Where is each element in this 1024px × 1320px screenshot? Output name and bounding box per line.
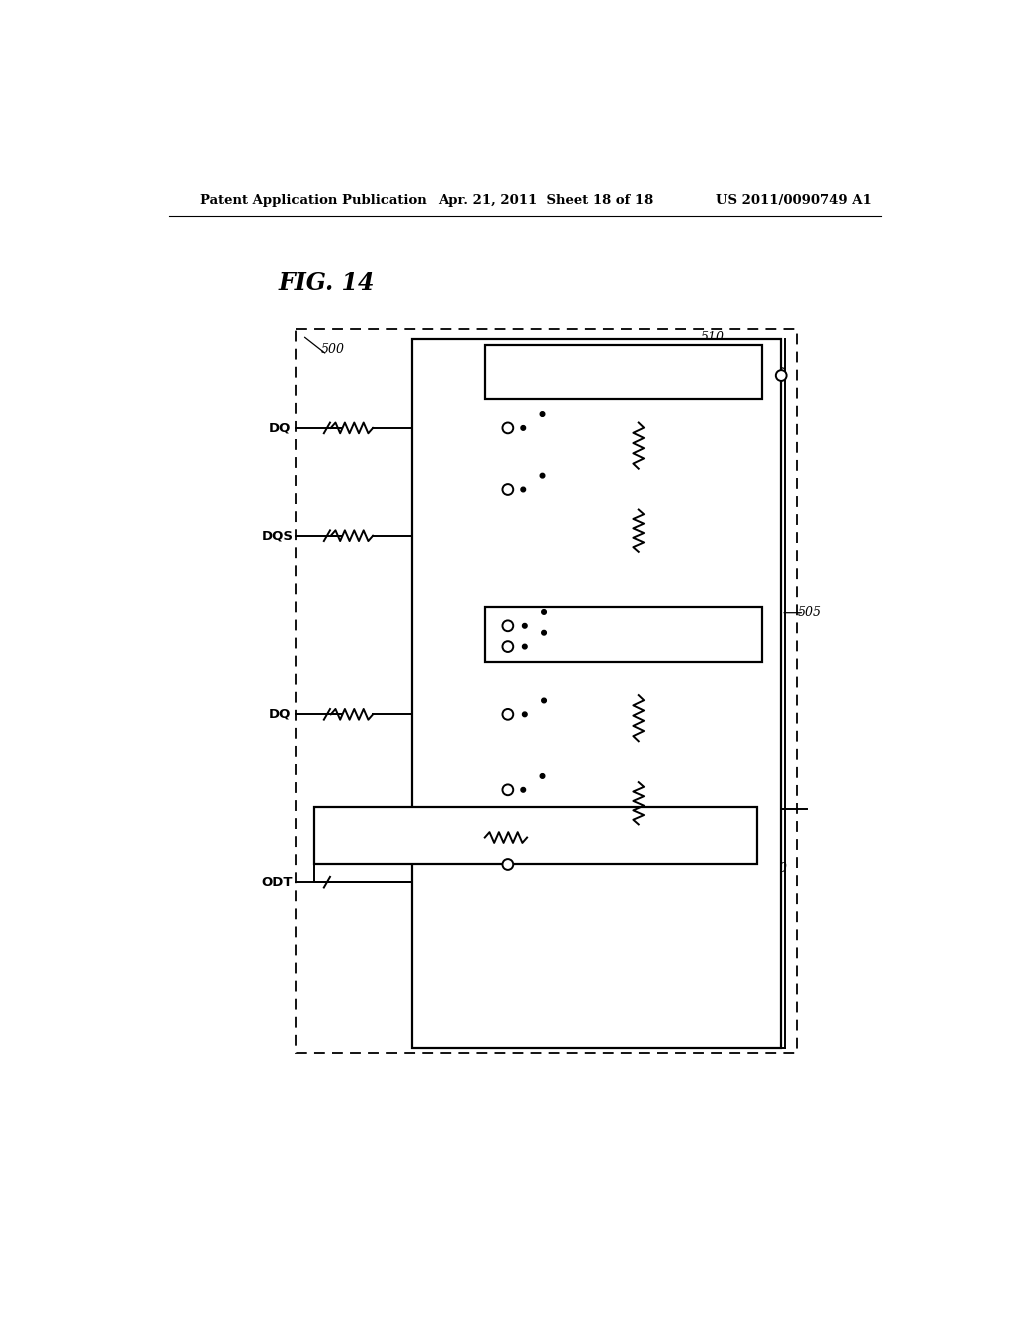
Text: 528: 528 bbox=[474, 718, 499, 731]
Text: 512: 512 bbox=[471, 483, 496, 496]
Bar bbox=[484, 607, 762, 661]
Text: FIG. 14: FIG. 14 bbox=[279, 271, 375, 296]
Text: 558: 558 bbox=[549, 652, 571, 665]
Text: 518: 518 bbox=[473, 404, 497, 417]
Text: 534: 534 bbox=[517, 869, 542, 882]
Circle shape bbox=[521, 788, 525, 792]
Text: DQ: DQ bbox=[269, 708, 292, 721]
Bar bbox=[490, 396, 730, 531]
Text: 520: 520 bbox=[715, 593, 738, 606]
Text: 538: 538 bbox=[517, 772, 542, 785]
Text: DQ: DQ bbox=[269, 421, 292, 434]
Text: 576: 576 bbox=[515, 441, 538, 454]
Circle shape bbox=[542, 610, 547, 614]
Text: 524: 524 bbox=[517, 610, 542, 622]
Circle shape bbox=[542, 631, 547, 635]
Text: ODT: ODT bbox=[261, 875, 293, 888]
Text: 510: 510 bbox=[700, 330, 725, 343]
Circle shape bbox=[776, 370, 786, 381]
Circle shape bbox=[542, 698, 547, 702]
Text: 560: 560 bbox=[539, 842, 561, 855]
Text: 75Ω: 75Ω bbox=[503, 820, 528, 833]
Text: VTT: VTT bbox=[566, 832, 591, 843]
Circle shape bbox=[522, 623, 527, 628]
Text: VTT: VTT bbox=[652, 750, 677, 763]
Circle shape bbox=[522, 711, 527, 717]
Circle shape bbox=[503, 784, 513, 795]
Bar bbox=[490, 668, 730, 803]
Circle shape bbox=[503, 709, 513, 719]
Text: Apr. 21, 2011  Sheet 18 of 18: Apr. 21, 2011 Sheet 18 of 18 bbox=[438, 194, 653, 207]
Circle shape bbox=[541, 774, 545, 779]
Text: 75Ω: 75Ω bbox=[592, 403, 616, 416]
Text: 514: 514 bbox=[756, 354, 780, 367]
Text: 574: 574 bbox=[515, 723, 538, 737]
Text: 526: 526 bbox=[562, 611, 585, 624]
Text: 500: 500 bbox=[321, 343, 344, 356]
Text: VTT: VTT bbox=[652, 478, 677, 491]
Text: 75Ω: 75Ω bbox=[592, 483, 616, 496]
Bar bbox=[484, 345, 762, 399]
Circle shape bbox=[503, 859, 513, 870]
Text: 75Ω: 75Ω bbox=[592, 677, 616, 690]
Text: 554: 554 bbox=[642, 714, 664, 725]
Circle shape bbox=[503, 422, 513, 433]
Circle shape bbox=[521, 487, 525, 492]
Text: 536: 536 bbox=[427, 842, 450, 855]
Bar bbox=[296, 330, 797, 1053]
Text: Patent Application Publication: Patent Application Publication bbox=[200, 194, 427, 207]
Bar bbox=[313, 807, 757, 865]
Text: 578: 578 bbox=[612, 792, 635, 805]
Bar bbox=[412, 339, 781, 1048]
Text: 75Ω: 75Ω bbox=[592, 754, 616, 767]
Circle shape bbox=[541, 412, 545, 416]
Text: DQS: DQS bbox=[261, 529, 294, 543]
Circle shape bbox=[503, 642, 513, 652]
Circle shape bbox=[503, 620, 513, 631]
Text: 580: 580 bbox=[504, 842, 526, 855]
Text: 530: 530 bbox=[764, 862, 787, 875]
Circle shape bbox=[521, 425, 525, 430]
Text: 522: 522 bbox=[470, 639, 494, 652]
Text: 572: 572 bbox=[612, 520, 635, 533]
Circle shape bbox=[522, 644, 527, 649]
Text: 505: 505 bbox=[798, 606, 821, 619]
Bar bbox=[454, 816, 670, 855]
Text: US 2011/0090749 A1: US 2011/0090749 A1 bbox=[716, 194, 871, 207]
Circle shape bbox=[503, 484, 513, 495]
Text: 552: 552 bbox=[549, 492, 571, 506]
Circle shape bbox=[541, 474, 545, 478]
Text: 556: 556 bbox=[642, 442, 664, 453]
Text: 516: 516 bbox=[514, 541, 536, 554]
